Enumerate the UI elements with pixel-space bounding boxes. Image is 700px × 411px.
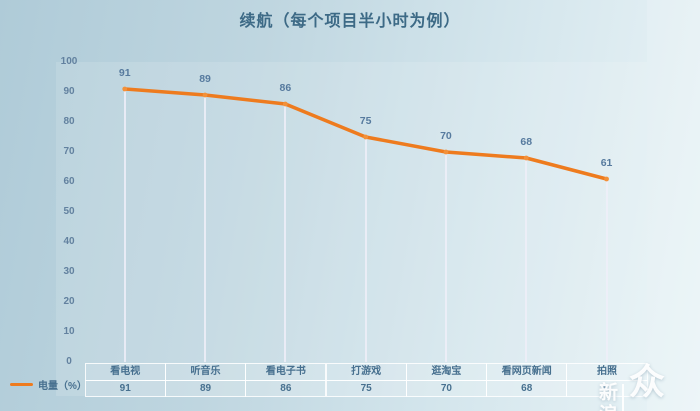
- y-axis-label: 20: [63, 296, 75, 307]
- category-cell: 看网页新闻: [486, 363, 568, 381]
- y-axis-label: 90: [63, 86, 75, 97]
- category-cell: 逛淘宝: [405, 363, 488, 381]
- drop-line: [525, 158, 528, 362]
- data-point-label: 86: [279, 82, 292, 94]
- data-point-label: 75: [359, 115, 372, 127]
- y-axis-label: 30: [63, 266, 75, 277]
- value-cell: 61: [566, 379, 648, 397]
- y-axis-label: 70: [63, 146, 75, 157]
- plot-area: [56, 62, 647, 396]
- category-cell: 听音乐: [164, 363, 247, 381]
- drop-line: [444, 152, 447, 362]
- y-axis-label: 40: [63, 236, 75, 247]
- y-axis-label: 80: [63, 116, 75, 127]
- y-axis-label: 10: [63, 326, 75, 337]
- watermark-vertical-text: 新浪: [596, 381, 617, 411]
- legend-label: 电量（%）: [38, 381, 87, 392]
- watermark-divider: [622, 384, 624, 411]
- drop-line: [284, 104, 287, 362]
- drop-line: [605, 179, 608, 362]
- drop-line: [123, 89, 126, 362]
- y-axis-label: 60: [63, 176, 75, 187]
- data-point-label: 68: [520, 136, 533, 148]
- category-cell: 看电视: [84, 363, 166, 381]
- value-cell: 89: [164, 379, 247, 397]
- category-cell: 打游戏: [325, 363, 407, 381]
- y-axis-label: 0: [66, 356, 72, 367]
- drop-line: [204, 95, 207, 362]
- value-cell: 75: [325, 379, 407, 397]
- data-point-label: 61: [600, 157, 613, 169]
- plot-right-margin: [647, 0, 700, 411]
- data-point-label: 70: [440, 130, 452, 142]
- drop-line: [364, 137, 367, 362]
- data-point-label: 91: [118, 67, 131, 79]
- data-point-label: 89: [199, 73, 211, 85]
- y-axis-label: 100: [60, 56, 78, 67]
- y-axis-label: 50: [63, 206, 75, 217]
- watermark-main-text: 众测: [628, 361, 666, 402]
- legend-line-marker-icon: [10, 383, 33, 386]
- watermark: 新浪 众测: [596, 353, 700, 411]
- category-cell: 看电子书: [245, 363, 327, 381]
- value-cell: 68: [486, 379, 568, 397]
- chart-title: 续航（每个项目半小时为例）: [239, 13, 461, 30]
- value-cell: 86: [245, 379, 327, 397]
- value-cell: 70: [405, 379, 488, 397]
- value-cell: 91: [84, 379, 166, 397]
- legend-item-battery[interactable]: 电量（%）: [10, 377, 87, 392]
